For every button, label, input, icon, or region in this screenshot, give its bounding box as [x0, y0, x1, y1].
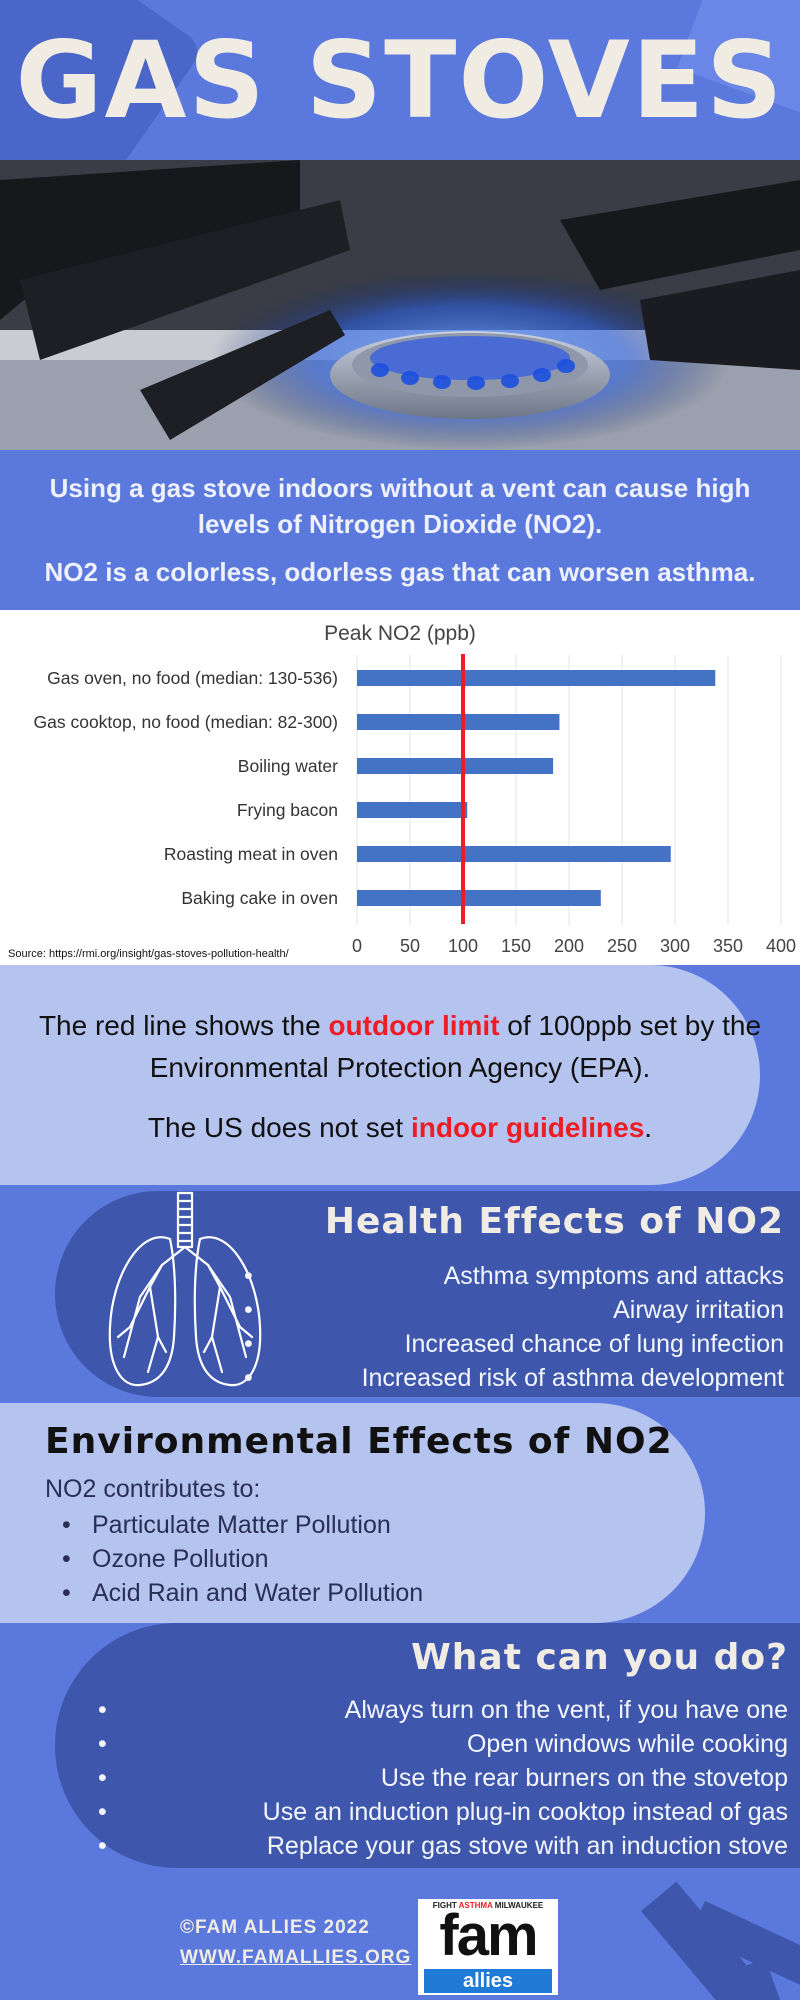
- limit-band: [0, 965, 760, 1185]
- environment-title: Environmental Effects of NO2: [45, 1421, 673, 1462]
- health-title: Health Effects of NO2: [324, 1201, 784, 1242]
- category-label: Gas oven, no food (median: 130-536): [47, 668, 338, 688]
- chart-source: Source: https://rmi.org/insight/gas-stov…: [8, 948, 290, 960]
- x-tick-label: 300: [660, 936, 690, 956]
- bar: [357, 890, 601, 906]
- intro-text-1: Using a gas stove indoors without a vent…: [49, 473, 751, 539]
- outdoor-limit-highlight: outdoor limit: [328, 1010, 500, 1041]
- x-tick-label: 100: [448, 936, 478, 956]
- list-item: Use the rear burners on the stovetop: [88, 1761, 788, 1795]
- logo-tagline: FIGHT ASTHMA MILWAUKEE: [432, 1901, 544, 1910]
- footer: ©FAM ALLIES 2022 WWW.FAMALLIES.ORG FIGHT…: [0, 1873, 800, 2000]
- environment-intro: NO2 contributes to:: [45, 1475, 261, 1503]
- todo-list: Always turn on the vent, if you have one…: [88, 1693, 788, 1863]
- page-title: GAS STOVES: [15, 19, 785, 142]
- list-item: Replace your gas stove with an induction…: [88, 1829, 788, 1863]
- fam-allies-logo: FIGHT ASTHMA MILWAUKEE fam allies: [418, 1899, 558, 1995]
- limit-section: The red line shows the outdoor limit of …: [0, 965, 800, 1185]
- no2-chart: Peak NO2 (ppb) Gas oven, no food (median:…: [0, 610, 800, 965]
- category-label: Boiling water: [238, 756, 338, 776]
- intro-section: Using a gas stove indoors without a vent…: [0, 450, 800, 610]
- logo-allies-text: allies: [424, 1969, 552, 1993]
- list-item: Always turn on the vent, if you have one: [88, 1693, 788, 1727]
- category-label: Roasting meat in oven: [164, 844, 338, 864]
- list-item: Increased chance of lung infection: [244, 1327, 784, 1361]
- x-tick-label: 150: [501, 936, 531, 956]
- website-link[interactable]: WWW.FAMALLIES.ORG: [180, 1947, 412, 1968]
- limit-paragraph-2: The US does not set indoor guidelines.: [147, 1112, 653, 1143]
- list-item: Ozone Pollution: [62, 1542, 423, 1576]
- list-item: Acid Rain and Water Pollution: [62, 1576, 423, 1610]
- x-tick-label: 0: [352, 936, 362, 956]
- bar: [357, 714, 560, 730]
- x-tick-label: 200: [554, 936, 584, 956]
- bar: [357, 758, 554, 774]
- bar: [357, 670, 716, 686]
- list-item: Particulate Matter Pollution: [62, 1508, 423, 1542]
- list-item: Asthma symptoms and attacks: [244, 1259, 784, 1293]
- environmental-effects-section: Environmental Effects of NO2 NO2 contrib…: [0, 1403, 800, 1623]
- limit-paragraph-1: The red line shows the outdoor limit of …: [38, 1010, 762, 1083]
- list-item: Use an induction plug-in cooktop instead…: [88, 1795, 788, 1829]
- logo-fam-text: fam: [439, 1903, 538, 1968]
- copyright-text: ©FAM ALLIES 2022: [180, 1917, 370, 1938]
- category-label: Gas cooktop, no food (median: 82-300): [34, 712, 339, 732]
- indoor-guidelines-highlight: indoor guidelines: [410, 1112, 645, 1143]
- bar: [357, 802, 468, 818]
- health-effects-section: Health Effects of NO2 Asthma symptoms an…: [0, 1185, 800, 1403]
- environment-list: Particulate Matter Pollution Ozone Pollu…: [62, 1508, 423, 1610]
- bar-chart-svg: Peak NO2 (ppb) Gas oven, no food (median:…: [8, 622, 796, 960]
- list-item: Airway irritation: [244, 1293, 784, 1327]
- todo-title: What can you do?: [411, 1637, 788, 1678]
- what-can-you-do-section: What can you do? Always turn on the vent…: [0, 1623, 800, 1873]
- health-list: Asthma symptoms and attacks Airway irrit…: [244, 1259, 784, 1395]
- x-tick-label: 250: [607, 936, 637, 956]
- category-label: Frying bacon: [237, 800, 338, 820]
- chart-title: Peak NO2 (ppb): [324, 622, 476, 645]
- intro-text-2: NO2 is a colorless, odorless gas that ca…: [44, 557, 756, 587]
- stove-flame-photo: [0, 160, 800, 450]
- list-item: Open windows while cooking: [88, 1727, 788, 1761]
- x-tick-label: 400: [766, 936, 796, 956]
- x-tick-label: 50: [400, 936, 420, 956]
- list-item: Increased risk of asthma development: [244, 1361, 784, 1395]
- x-tick-label: 350: [713, 936, 743, 956]
- stove-flame-illustration: [0, 160, 800, 450]
- bar: [357, 846, 671, 862]
- category-label: Baking cake in oven: [181, 888, 338, 908]
- limit-text: The red line shows the outdoor limit of …: [0, 1005, 800, 1149]
- header: GAS STOVES: [0, 0, 800, 160]
